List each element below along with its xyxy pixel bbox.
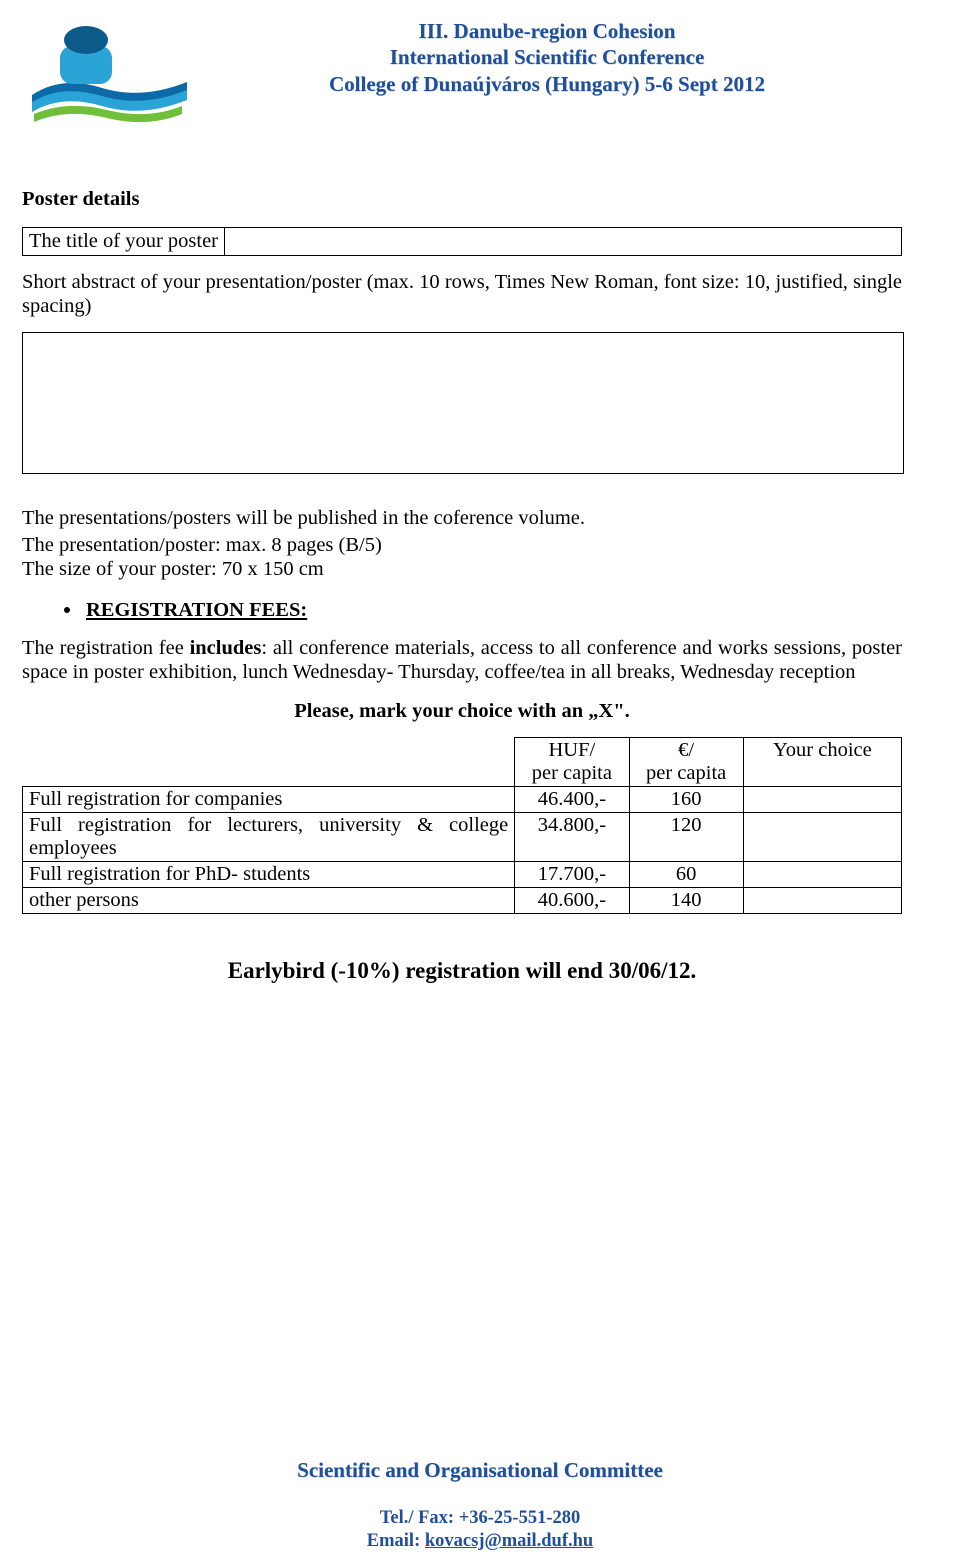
fees-includes-paragraph: The registration fee includes: all confe… — [22, 636, 902, 684]
header-line-3: College of Dunaújváros (Hungary) 5-6 Sep… — [192, 71, 902, 97]
abstract-instructions: Short abstract of your presentation/post… — [22, 270, 902, 318]
footer-email-value[interactable]: kovacsj@mail.duf.hu — [425, 1531, 593, 1551]
poster-title-input[interactable] — [224, 227, 902, 256]
fee-desc: Full registration for lecturers, univers… — [23, 813, 515, 862]
fees-intro-bold: includes — [190, 637, 262, 659]
presentation-size-note: The presentation/poster: max. 8 pages (B… — [22, 533, 902, 557]
earlybird-note: Earlybird (-10%) registration will end 3… — [22, 958, 902, 984]
header-line-2: International Scientific Conference — [192, 44, 902, 70]
fee-choice-cell[interactable] — [743, 862, 901, 888]
col-choice-header: Your choice — [743, 738, 901, 787]
table-row: Full registration for companies 46.400,-… — [23, 787, 902, 813]
fee-desc: Full registration for PhD- students — [23, 862, 515, 888]
col-huf-l2: per capita — [532, 762, 612, 784]
fee-huf: 34.800,- — [515, 813, 629, 862]
fee-choice-cell[interactable] — [743, 787, 901, 813]
fee-eur: 120 — [629, 813, 743, 862]
col-eur-l1: €/ — [678, 739, 694, 761]
fee-choice-cell[interactable] — [743, 813, 901, 862]
fee-huf: 17.700,- — [515, 862, 629, 888]
table-row: Full registration for PhD- students 17.7… — [23, 862, 902, 888]
col-eur-l2: per capita — [646, 762, 726, 784]
header-title-block: III. Danube-region Cohesion Internationa… — [192, 18, 902, 97]
fee-eur: 160 — [629, 787, 743, 813]
poster-title-row: The title of your poster — [22, 227, 902, 256]
fee-huf: 40.600,- — [515, 888, 629, 914]
page: III. Danube-region Cohesion Internationa… — [0, 0, 960, 1559]
table-row: other persons 40.600,- 140 — [23, 888, 902, 914]
document-header: III. Danube-region Cohesion Internationa… — [22, 18, 902, 130]
conference-logo — [22, 18, 192, 130]
bullet-icon — [64, 607, 70, 613]
footer-email-label: Email: — [367, 1531, 425, 1551]
fee-eur: 60 — [629, 862, 743, 888]
mark-choice-prompt: Please, mark your choice with an „X". — [22, 700, 902, 723]
col-desc-header — [23, 738, 515, 787]
fee-desc: Full registration for companies — [23, 787, 515, 813]
publication-note: The presentations/posters will be publis… — [22, 506, 902, 530]
registration-fees-heading: REGISTRATION FEES: — [64, 599, 902, 622]
col-huf-l1: HUF/ — [549, 739, 596, 761]
poster-size-note: The size of your poster: 70 x 150 cm — [22, 557, 902, 581]
document-footer: Scientific and Organisational Committee … — [0, 1458, 960, 1553]
fees-table: HUF/ per capita €/ per capita Your choic… — [22, 737, 902, 914]
col-eur-header: €/ per capita — [629, 738, 743, 787]
fee-huf: 46.400,- — [515, 787, 629, 813]
table-header-row: HUF/ per capita €/ per capita Your choic… — [23, 738, 902, 787]
poster-title-label: The title of your poster — [22, 227, 224, 256]
footer-contact: Tel./ Fax: +36-25-551-280 Email: kovacsj… — [0, 1507, 960, 1553]
header-line-1: III. Danube-region Cohesion — [192, 18, 902, 44]
poster-details-heading: Poster details — [22, 188, 902, 211]
fee-desc: other persons — [23, 888, 515, 914]
fee-choice-cell[interactable] — [743, 888, 901, 914]
footer-committee: Scientific and Organisational Committee — [0, 1458, 960, 1483]
footer-tel-label: Tel./ Fax: — [380, 1508, 459, 1528]
fee-eur: 140 — [629, 888, 743, 914]
fees-intro-1: The registration fee — [22, 637, 190, 659]
footer-tel-value: +36-25-551-280 — [459, 1508, 581, 1528]
table-row: Full registration for lecturers, univers… — [23, 813, 902, 862]
registration-fees-label: REGISTRATION FEES: — [86, 599, 307, 622]
abstract-input-box[interactable] — [22, 332, 904, 474]
col-huf-header: HUF/ per capita — [515, 738, 629, 787]
